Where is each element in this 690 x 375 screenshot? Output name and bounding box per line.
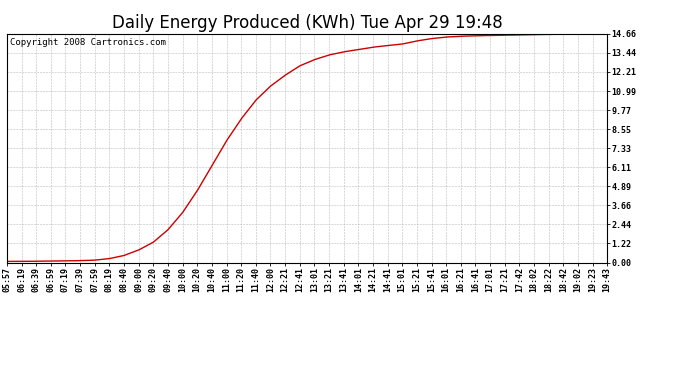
Title: Daily Energy Produced (KWh) Tue Apr 29 19:48: Daily Energy Produced (KWh) Tue Apr 29 1… [112,14,502,32]
Text: Copyright 2008 Cartronics.com: Copyright 2008 Cartronics.com [10,38,166,47]
